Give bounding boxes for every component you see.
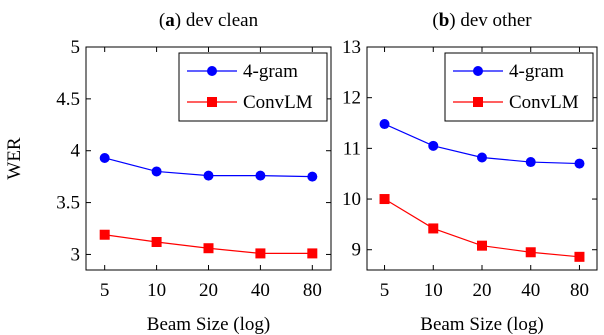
panel-title-close: ) (449, 10, 460, 31)
data-point (379, 194, 390, 205)
y-tick-label: 10 (342, 189, 361, 210)
panel-title: (a) dev clean (159, 10, 259, 31)
legend-box (444, 52, 594, 122)
x-tick-label: 80 (570, 280, 589, 301)
panel-title-open: ( (432, 10, 438, 31)
legend-label: 4-gram (243, 61, 298, 82)
data-point (477, 152, 487, 163)
data-point (574, 251, 585, 262)
y-tick-label: 11 (343, 138, 361, 159)
panel-letter: a (165, 10, 175, 31)
data-point (477, 240, 487, 251)
data-point (307, 171, 318, 182)
data-point (255, 248, 266, 259)
legend: 4-gram ConvLM (444, 52, 594, 122)
data-point (379, 119, 390, 130)
x-tick-label: 40 (521, 280, 540, 301)
data-point (307, 248, 318, 259)
y-tick-label: 9 (352, 240, 362, 261)
y-axis-label: WER (4, 137, 25, 180)
y-tick-label: 12 (342, 88, 361, 109)
data-point (525, 247, 536, 258)
data-point (255, 170, 266, 181)
panel-title: (b) dev other (432, 10, 532, 31)
legend-label: ConvLM (243, 92, 313, 113)
legend-label: 4-gram (509, 61, 564, 82)
data-point (428, 223, 439, 234)
data-point (151, 236, 162, 247)
x-tick-label: 5 (100, 280, 110, 301)
panel-title-close: ) (175, 10, 186, 31)
y-tick-label: 3 (71, 244, 81, 265)
x-tick-label: 10 (424, 280, 443, 301)
legend-marker (473, 97, 483, 107)
legend-box (178, 52, 328, 122)
y-tick-label: 4.5 (56, 89, 80, 110)
legend-marker (207, 66, 217, 76)
y-tick-label: 13 (342, 37, 361, 58)
chart-panel-a: (a) dev clean 5 10 20 40 80 3 3.5 4 4.5 5 Beam Size… (4, 10, 332, 335)
y-tick-label: 5 (71, 37, 81, 58)
data-point (428, 140, 439, 151)
x-tick-label: 10 (147, 280, 166, 301)
data-point (151, 166, 162, 177)
data-point (525, 157, 536, 168)
legend-label: ConvLM (509, 92, 579, 113)
x-tick-label: 40 (251, 280, 270, 301)
panel-letter: b (439, 10, 450, 31)
legend: 4-gram ConvLM (178, 52, 328, 122)
panel-title-open: ( (159, 10, 165, 31)
data-point (203, 170, 214, 181)
x-tick-label: 20 (473, 280, 492, 301)
data-point (203, 243, 214, 254)
panel-title-text: dev clean (186, 10, 259, 31)
data-point (99, 229, 110, 240)
y-tick-label: 4 (71, 141, 81, 162)
y-tick-label: 3.5 (56, 193, 80, 214)
x-tick-label: 5 (380, 280, 390, 301)
legend-marker (473, 66, 483, 76)
data-point (574, 158, 585, 169)
x-tick-label: 20 (199, 280, 218, 301)
legend-marker (207, 97, 217, 107)
x-axis-label: Beam Size (log) (147, 314, 270, 335)
data-point (99, 152, 110, 163)
chart-panel-b: (b) dev other 5 10 20 40 80 9 10 11 12 13 Beam Size… (342, 10, 598, 335)
panel-title-text: dev other (460, 10, 532, 31)
x-tick-label: 80 (303, 280, 322, 301)
x-axis-label: Beam Size (log) (420, 314, 543, 335)
